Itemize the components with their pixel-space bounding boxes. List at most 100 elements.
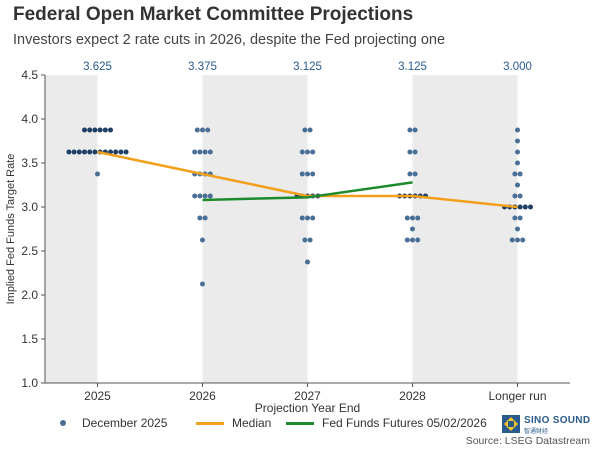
dot-point: [517, 171, 523, 177]
dot-point: [310, 171, 316, 177]
dot-point: [302, 127, 308, 133]
source-note: Source: LSEG Datastream: [465, 435, 590, 447]
dot-point: [517, 215, 523, 221]
dot-point: [509, 237, 515, 243]
y-tick-label: 2.5: [21, 244, 38, 258]
dot-point: [82, 149, 87, 155]
dot-point: [407, 127, 413, 133]
legend-median-line-icon: [196, 421, 224, 425]
dot-point: [515, 149, 520, 155]
y-tick-label: 4.0: [21, 112, 38, 126]
dot-point: [207, 193, 213, 199]
dot-point: [310, 215, 316, 221]
x-tick-label: Longer run: [488, 389, 546, 403]
legend-dots-label: December 2025: [82, 416, 168, 430]
dot-point: [307, 237, 313, 243]
dot-point: [202, 193, 208, 199]
x-tick-label: 2027: [294, 389, 321, 403]
dot-point: [197, 193, 203, 199]
dot-point: [118, 149, 124, 155]
chart-title: Federal Open Market Committee Projection…: [13, 4, 414, 25]
median-value-label: 3.000: [503, 61, 532, 73]
legend-futures-label: Fed Funds Futures 05/02/2026: [322, 416, 487, 430]
category-band: [45, 75, 98, 383]
dot-point: [299, 215, 305, 221]
legend: December 2025 Median Fed Funds Futures 0…: [0, 416, 600, 436]
x-tick-label: 2026: [189, 389, 216, 403]
dot-point: [92, 149, 98, 155]
dot-point: [123, 149, 129, 155]
futures-line: [202, 181, 413, 202]
dot-point: [66, 149, 72, 155]
dot-point: [113, 149, 119, 155]
dot-point: [515, 182, 520, 188]
dot-point: [97, 127, 103, 133]
legend-futures-line-icon: [286, 421, 314, 425]
dot-point: [407, 149, 413, 155]
dot-point: [305, 215, 310, 221]
logo-subtext: 智通财经: [524, 429, 549, 435]
dot-point: [200, 127, 205, 133]
dot-point: [410, 226, 415, 232]
dot-point: [520, 237, 526, 243]
dot-point: [71, 149, 77, 155]
dot-point: [200, 281, 205, 287]
dot-point: [302, 237, 308, 243]
x-tick-label: 2025: [84, 389, 111, 403]
dot-point: [197, 149, 203, 155]
dot-point: [192, 149, 198, 155]
dot-point: [412, 149, 418, 155]
legend-item-futures: Fed Funds Futures 05/02/2026: [286, 416, 487, 430]
legend-item-dots: December 2025: [60, 416, 167, 430]
dot-point: [412, 171, 418, 177]
dot-point: [194, 127, 200, 133]
dot-point: [95, 171, 100, 177]
dot-point: [415, 237, 421, 243]
legend-dot-icon: [60, 420, 66, 426]
dot-point: [517, 204, 523, 210]
dot-point: [410, 215, 415, 221]
dot-point: [305, 259, 310, 265]
dot-point: [87, 149, 93, 155]
dot-point: [108, 127, 113, 133]
dot-point: [205, 127, 211, 133]
category-band: [255, 75, 308, 383]
dot-point: [412, 127, 418, 133]
dot-point: [410, 237, 415, 243]
dot-point: [515, 127, 520, 133]
category-band: [412, 75, 465, 383]
legend-item-median: Median: [196, 416, 271, 430]
y-axis-label: Implied Fed Funds Target Rate: [5, 154, 17, 305]
dot-point: [87, 127, 93, 133]
dot-point: [515, 160, 520, 166]
dot-point: [415, 215, 421, 221]
dot-point: [515, 237, 520, 243]
y-tick-label: 4.5: [21, 68, 38, 82]
y-tick-label: 1.5: [21, 332, 38, 346]
dot-point: [307, 127, 313, 133]
dot-point: [82, 127, 87, 133]
dot-point: [512, 171, 518, 177]
logo-mark-icon: [502, 415, 520, 433]
dot-point: [299, 149, 305, 155]
median-value-label: 3.625: [83, 61, 112, 73]
dot-point: [512, 215, 518, 221]
category-band: [465, 75, 518, 383]
dot-point: [512, 193, 518, 199]
dot-point: [92, 127, 98, 133]
dot-point: [202, 215, 208, 221]
legend-median-label: Median: [232, 416, 272, 430]
y-tick-label: 3.0: [21, 200, 38, 214]
median-value-label: 3.125: [398, 61, 427, 73]
category-band: [202, 75, 255, 383]
dot-point: [515, 138, 520, 144]
dot-point: [197, 215, 203, 221]
dot-point: [404, 215, 410, 221]
dot-point: [202, 149, 208, 155]
dot-point: [528, 204, 533, 210]
dot-point: [305, 171, 310, 177]
logo-text: SINO SOUND: [524, 415, 591, 426]
median-value-label: 3.375: [188, 61, 217, 73]
dot-point: [404, 237, 410, 243]
dot-point: [200, 237, 205, 243]
